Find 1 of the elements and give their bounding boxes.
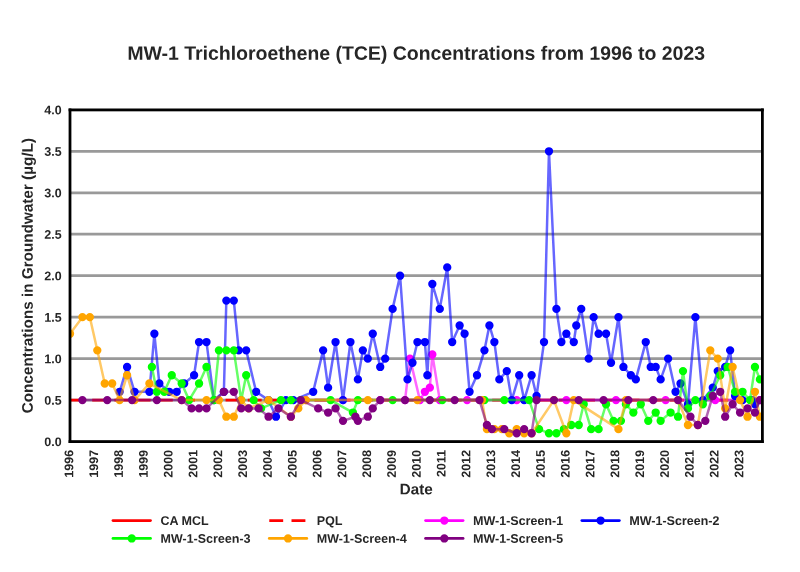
chart-title: MW-1 Trichloroethene (TCE) Concentrations from 1996 to 2023	[128, 45, 705, 64]
